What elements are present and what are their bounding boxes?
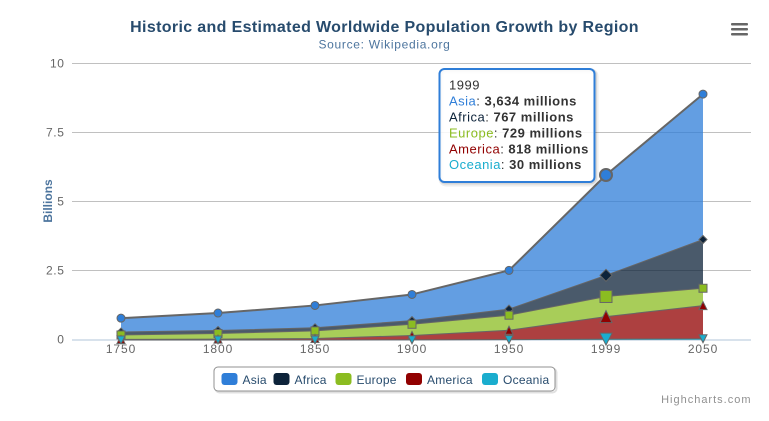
- svg-text:Historic and Estimated Worldwi: Historic and Estimated Worldwide Populat…: [130, 19, 639, 36]
- svg-text:Oceania: 30 millions: Oceania: 30 millions: [449, 157, 582, 172]
- svg-text:10: 10: [50, 57, 65, 71]
- svg-text:7.5: 7.5: [46, 126, 64, 140]
- svg-text:Source: Wikipedia.org: Source: Wikipedia.org: [318, 38, 450, 52]
- svg-text:1950: 1950: [494, 342, 524, 356]
- svg-text:Asia: Asia: [243, 373, 267, 387]
- svg-text:5: 5: [57, 195, 64, 209]
- svg-text:America: 818 millions: America: 818 millions: [449, 142, 589, 157]
- svg-text:Africa: 767 millions: Africa: 767 millions: [449, 110, 574, 125]
- svg-text:1999: 1999: [591, 342, 621, 356]
- svg-text:0: 0: [57, 333, 64, 347]
- svg-text:Europe: 729 millions: Europe: 729 millions: [449, 126, 583, 141]
- svg-text:1999: 1999: [449, 78, 480, 93]
- svg-text:Billions: Billions: [41, 179, 55, 223]
- svg-text:Asia: 3,634 millions: Asia: 3,634 millions: [449, 94, 577, 109]
- svg-text:Africa: Africa: [295, 373, 327, 387]
- svg-text:1750: 1750: [106, 342, 136, 356]
- svg-text:Highcharts.com: Highcharts.com: [661, 394, 751, 406]
- svg-text:1900: 1900: [397, 342, 427, 356]
- svg-text:2050: 2050: [688, 342, 718, 356]
- svg-text:1800: 1800: [203, 342, 233, 356]
- svg-text:America: America: [427, 373, 473, 387]
- svg-text:1850: 1850: [300, 342, 330, 356]
- svg-text:Oceania: Oceania: [503, 373, 550, 387]
- svg-text:Europe: Europe: [357, 373, 397, 387]
- svg-text:2.5: 2.5: [46, 264, 64, 278]
